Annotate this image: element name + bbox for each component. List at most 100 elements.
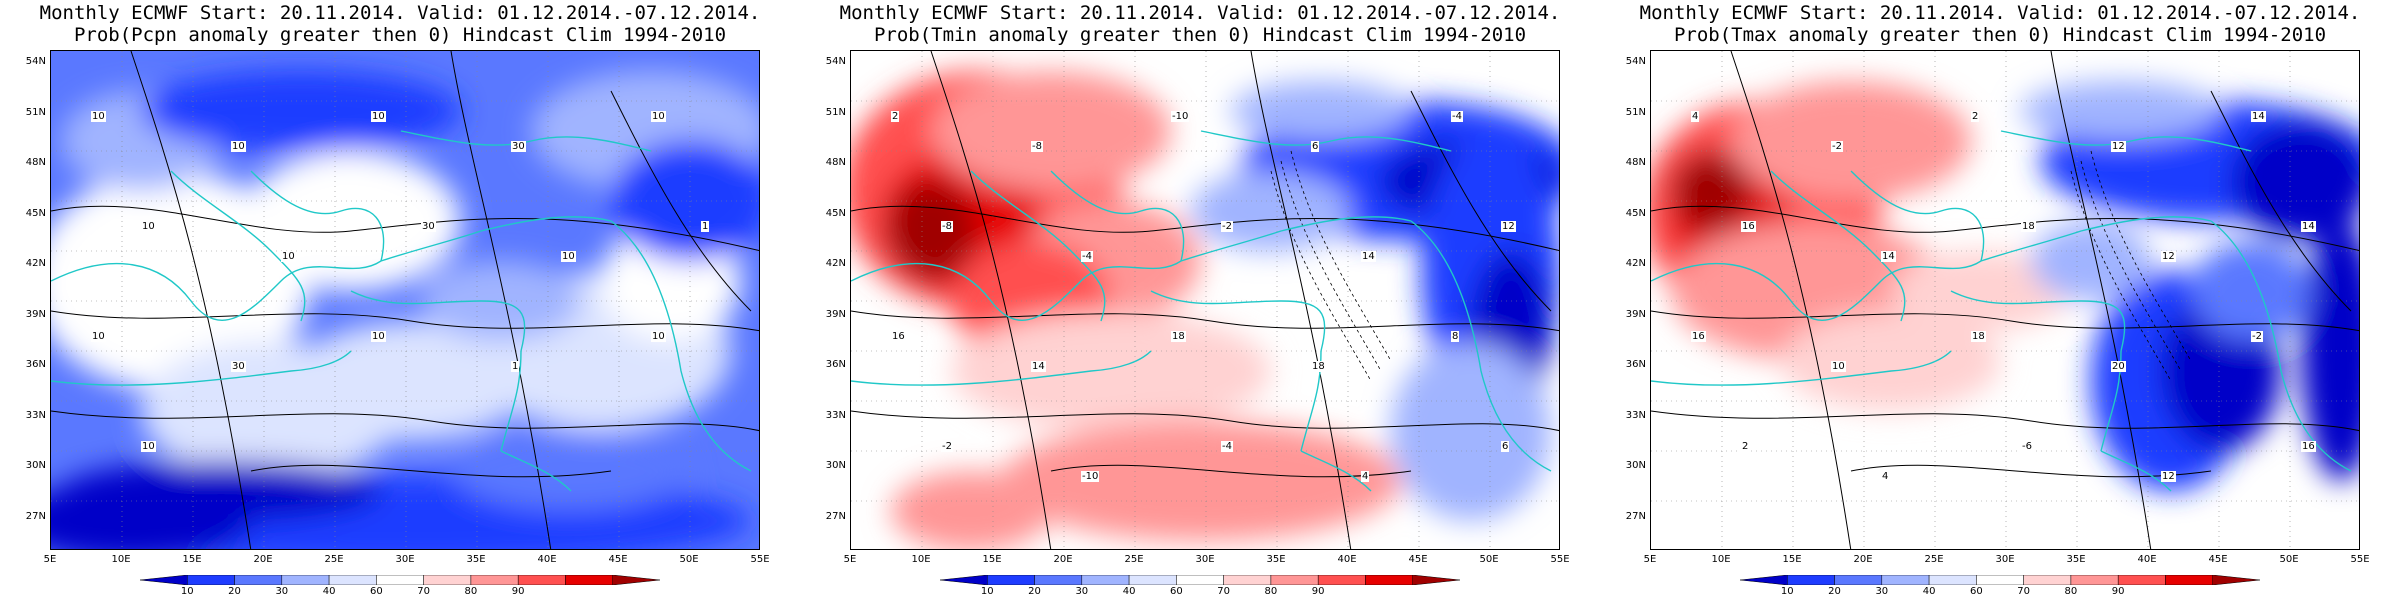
contour-label: 2 xyxy=(891,111,900,122)
colorbar-tick-label: 30 xyxy=(1875,586,1889,597)
contour-label: 10 xyxy=(91,111,106,122)
longitude-tick-label: 15E xyxy=(982,554,1002,565)
colorbar-tick-label: 10 xyxy=(180,586,194,597)
contour-label: 14 xyxy=(2301,221,2316,232)
contour-label: -8 xyxy=(941,221,953,232)
contour-label: 10 xyxy=(651,111,666,122)
probability-region xyxy=(611,141,759,261)
shaded-probability-field xyxy=(1651,81,2359,491)
longitude-tick-label: 45E xyxy=(1408,554,1428,565)
colorbar-swatch xyxy=(281,575,330,585)
latitude-tick-label: 51N xyxy=(25,106,46,118)
contour-label: -2 xyxy=(941,441,953,452)
contour-line xyxy=(51,205,759,252)
panel-title-line2: Prob(Tmax anomaly greater then 0) Hindca… xyxy=(1673,24,2327,46)
contour-line xyxy=(1410,90,1552,312)
contour-line-dashed xyxy=(2070,170,2172,382)
colorbar-tick-label: 70 xyxy=(2017,586,2030,597)
contour-label: 4 xyxy=(1691,111,1700,122)
longitude-tick-label: 40E xyxy=(537,554,557,565)
contour-label: 10 xyxy=(141,441,156,452)
probability-region xyxy=(2021,81,2221,141)
coastline xyxy=(500,350,522,452)
latitude-tick-label: 39N xyxy=(825,308,846,320)
contour-label: 12 xyxy=(2161,471,2176,482)
contour-label: 18 xyxy=(2021,221,2036,232)
colorbar-tick-label: 70 xyxy=(1217,586,1230,597)
colorbar-tick-label: 10 xyxy=(980,586,994,597)
latitude-tick-label: 42N xyxy=(1625,258,1646,269)
colorbar-tick-label: 80 xyxy=(2064,586,2078,597)
probability-region xyxy=(451,431,691,511)
contour-line xyxy=(51,410,759,432)
probability-region xyxy=(2301,221,2359,481)
contour-line xyxy=(1651,410,2359,432)
probability-region xyxy=(2231,121,2359,241)
coastline xyxy=(1200,130,1452,152)
colorbar-tick-label: 20 xyxy=(1828,586,1841,597)
contour-label: 18 xyxy=(1171,331,1186,342)
contour-line-dashed xyxy=(2080,160,2182,372)
latitude-tick-label: 54N xyxy=(825,56,846,67)
contour-line xyxy=(2050,51,2152,549)
colorbar-tick-label: 30 xyxy=(275,586,289,597)
colorbar-swatch xyxy=(612,575,660,585)
colorbar-swatch xyxy=(987,575,1035,585)
colorbar-swatch xyxy=(1081,575,1130,585)
latitude-tick-label: 48N xyxy=(25,157,46,168)
latitude-tick-label: 27N xyxy=(25,510,46,522)
contour-line xyxy=(2210,90,2352,312)
latitude-tick-label: 54N xyxy=(1625,56,1646,67)
latitude-tick-label: 42N xyxy=(825,258,846,269)
longitude-tick-label: 25E xyxy=(1124,554,1144,565)
probability-region xyxy=(951,311,1271,431)
longitude-tick-label: 5E xyxy=(1643,554,1657,565)
contour-label: 4 xyxy=(1361,471,1370,482)
colorbar-swatch xyxy=(187,575,235,585)
contour-label: -4 xyxy=(1451,111,1463,122)
coastline xyxy=(350,290,526,352)
contour-line xyxy=(851,310,1559,332)
map-canvas xyxy=(1651,51,2359,549)
latitude-tick-label: 30N xyxy=(825,460,846,471)
coastline xyxy=(1150,290,1326,352)
latitude-tick-label: 48N xyxy=(825,157,846,168)
latitude-tick-label: 51N xyxy=(1625,106,1646,118)
latitude-tick-label: 27N xyxy=(825,510,846,522)
coastline xyxy=(1850,170,1985,262)
coastline xyxy=(851,350,1152,386)
contour-label: -10 xyxy=(1171,111,1190,122)
latitude-tick-label: 39N xyxy=(25,308,46,320)
coastline xyxy=(2210,220,2352,472)
colorbar-strip xyxy=(940,575,1460,585)
contour-label: 1 xyxy=(511,361,520,372)
coastline xyxy=(380,216,612,262)
contour-line xyxy=(51,310,759,332)
contour-label: 18 xyxy=(1971,331,1986,342)
colorbar-swatch xyxy=(1365,575,1413,585)
colorbar-swatch xyxy=(1787,575,1835,585)
probability-map: 2 -8 -10 6 -4 -8 -4 -2 14 12 16 14 18 18 8 -2 -10 -4 4 6 xyxy=(850,50,1560,550)
colorbar-tick-label: 40 xyxy=(322,586,336,597)
contour-label: 30 xyxy=(511,141,526,152)
colorbar-swatch xyxy=(328,575,377,585)
map-panel-tmax: Monthly ECMWF Start: 20.11.2014. Valid: … xyxy=(1600,0,2400,600)
contour-label: 16 xyxy=(2301,441,2316,452)
latitude-tick-label: 51N xyxy=(825,106,846,118)
colorbar-tick-label: 60 xyxy=(1169,586,1183,597)
longitude-tick-label: 10E xyxy=(1711,554,1731,565)
colorbar-strip xyxy=(1740,575,2260,585)
latitude-tick-label: 33N xyxy=(825,409,846,421)
coastline xyxy=(610,220,752,472)
latitude-tick-label: 33N xyxy=(25,409,46,421)
contour-label: 16 xyxy=(1691,331,1706,342)
colorbar-swatch xyxy=(2070,575,2119,585)
contour-line xyxy=(250,464,612,478)
coastline xyxy=(170,170,306,322)
longitude-tick-label: 55E xyxy=(750,554,770,565)
contour-line xyxy=(130,51,252,549)
contour-label: 16 xyxy=(891,331,906,342)
coastline xyxy=(1651,260,1982,321)
coastline xyxy=(500,450,572,492)
coastline xyxy=(1950,290,2126,352)
